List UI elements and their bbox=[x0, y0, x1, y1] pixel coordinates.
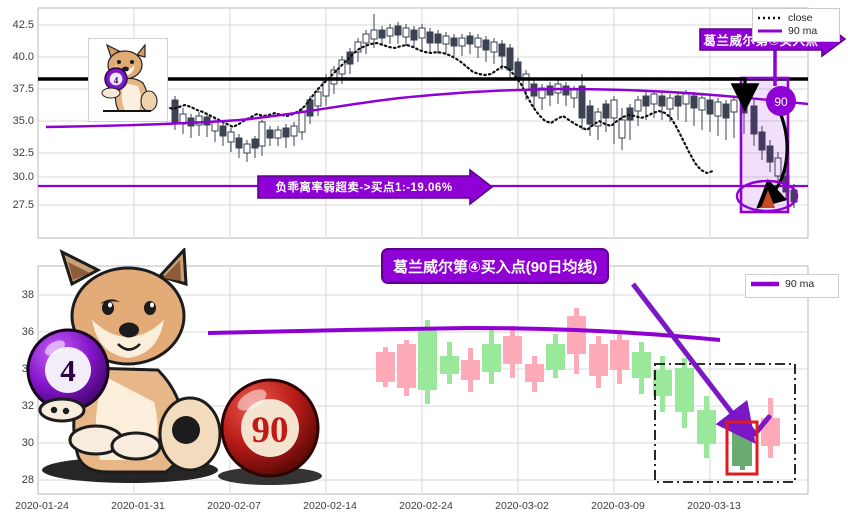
close-swatch bbox=[758, 16, 782, 19]
ma90-line-bottom bbox=[207, 325, 721, 342]
zone-arrow bbox=[700, 77, 760, 112]
dog-thumbnail-icon: 4 bbox=[101, 43, 158, 112]
x-tick: 2020-03-13 bbox=[687, 500, 741, 512]
x-axis: 2020-01-24 2020-01-31 2020-02-07 2020-02… bbox=[0, 498, 848, 520]
ma90-line bbox=[45, 87, 808, 129]
y-tick: 30.0 bbox=[12, 171, 34, 183]
y-tick: 36 bbox=[21, 326, 34, 338]
x-tick: 2020-02-14 bbox=[303, 500, 357, 512]
buy-candle-box bbox=[725, 420, 759, 476]
x-tick: 2020-03-02 bbox=[495, 500, 549, 512]
y-tick: 32.5 bbox=[12, 147, 34, 159]
top-plot: 90 bbox=[37, 7, 847, 239]
y-tick: 40.0 bbox=[12, 51, 34, 63]
buy-arrow-curve bbox=[756, 109, 789, 209]
ball-90-number: 90 bbox=[252, 410, 289, 451]
x-tick: 2020-03-09 bbox=[591, 500, 645, 512]
top-legend: close 90 ma bbox=[752, 8, 840, 42]
dog-mascot: 4 bbox=[26, 248, 222, 483]
bottom-panel: 38 36 34 32 30 28 bbox=[0, 248, 848, 520]
y-tick: 28 bbox=[21, 474, 34, 486]
bottom-chart-title-label: 葛兰威尔第④买入点(90日均线) bbox=[393, 258, 598, 276]
legend-item-ma-bottom: 90 ma bbox=[750, 277, 834, 290]
oversold-banner-shape bbox=[257, 168, 494, 206]
top-y-axis: 42.5 40.0 37.5 35.0 32.5 30.0 27.5 bbox=[0, 0, 34, 248]
dog-thumbnail-inset: 4 bbox=[88, 38, 168, 122]
ma-badge-circle bbox=[766, 86, 796, 116]
ball-90-group: 90 bbox=[218, 378, 322, 485]
check-icon bbox=[746, 414, 772, 437]
oversold-banner-label: 负乖离率弱超卖->买点1:-19.06% bbox=[275, 182, 453, 194]
bottom-chart-title: 葛兰威尔第④买入点(90日均线) bbox=[381, 248, 610, 284]
y-tick: 32 bbox=[21, 400, 34, 412]
top-panel: 42.5 40.0 37.5 35.0 32.5 30.0 27.5 bbox=[0, 0, 848, 248]
legend-item-close: close bbox=[757, 11, 835, 24]
x-tick: 2020-02-07 bbox=[207, 500, 261, 512]
buy-marker-triangle bbox=[761, 190, 775, 208]
bottom-plot: 4 90 bbox=[26, 248, 809, 495]
oversold-banner: 负乖离率弱超卖->买点1:-19.06% bbox=[258, 176, 470, 198]
y-tick: 38 bbox=[21, 289, 34, 301]
legend-label-close: close bbox=[788, 11, 813, 24]
y-tick: 27.5 bbox=[12, 199, 34, 211]
y-tick: 30 bbox=[21, 437, 34, 449]
y-tick: 42.5 bbox=[12, 19, 34, 31]
legend-label-ma: 90 ma bbox=[788, 24, 818, 37]
x-tick: 2020-01-24 bbox=[15, 500, 69, 512]
svg-text:4: 4 bbox=[114, 76, 119, 86]
legend-label-ma-bottom: 90 ma bbox=[785, 277, 815, 290]
bottom-legend: 90 ma bbox=[745, 274, 839, 298]
ball-4-number: 4 bbox=[60, 353, 76, 388]
ma-swatch bbox=[758, 29, 782, 32]
ma-swatch-bottom bbox=[751, 281, 779, 286]
ma-badge-text: 90 bbox=[774, 95, 788, 109]
y-tick: 37.5 bbox=[12, 83, 34, 95]
close-line bbox=[93, 41, 715, 175]
y-tick: 35.0 bbox=[12, 115, 34, 127]
x-tick: 2020-02-24 bbox=[399, 500, 453, 512]
legend-item-ma: 90 ma bbox=[757, 24, 835, 37]
x-tick: 2020-01-31 bbox=[111, 500, 165, 512]
buy-pointer-arrow bbox=[631, 282, 756, 444]
focus-rect bbox=[654, 363, 796, 483]
buy-point-ellipse bbox=[735, 179, 799, 213]
